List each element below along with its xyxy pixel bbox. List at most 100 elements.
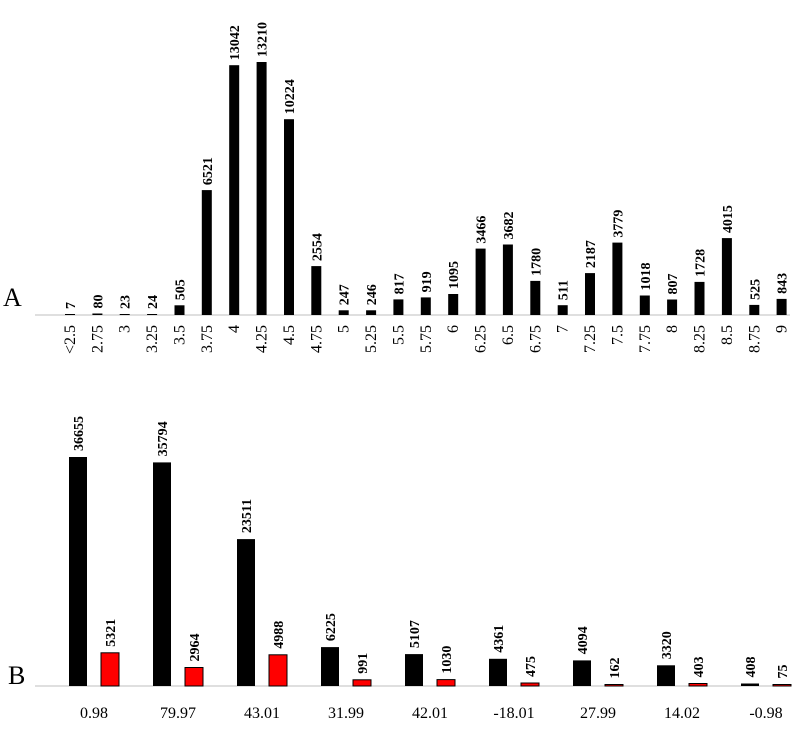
panel-a-tick-label: 8.75 (746, 325, 763, 353)
panel-a-value-label: 505 (174, 279, 189, 300)
panel-a-tick-label: 5.75 (418, 325, 435, 353)
panel-a-tick-label: 4 (226, 325, 243, 333)
panel-a-value-label: 1095 (447, 261, 462, 289)
panel-b-tick-label: -0.98 (749, 705, 782, 722)
panel-b-red-value-label: 403 (692, 657, 707, 678)
panel-a-bar (338, 310, 349, 315)
panel-a-bar (393, 299, 404, 315)
panel-b-red-bar (520, 682, 540, 687)
panel-a-tick-label: 4.5 (281, 325, 298, 345)
panel-b-red-value-label: 75 (776, 665, 791, 679)
panel-b-red-value-label: 475 (524, 656, 539, 677)
panel-a-bar (284, 119, 294, 315)
panel-a-tick-label: 7 (555, 325, 572, 333)
panel-a-value-label: 13042 (228, 25, 243, 60)
panel-a-value-label: 7 (64, 302, 79, 309)
panel-a-bar (174, 305, 185, 315)
panel-b-red-value-label: 5321 (104, 619, 119, 647)
panel-a-value-label: 525 (748, 279, 763, 300)
panel-b-black-bar (321, 647, 339, 686)
panel-b-red-bar (688, 683, 708, 687)
panel-a-value-label: 2554 (310, 233, 325, 261)
panel-a-tick-label: 6.25 (473, 325, 490, 353)
panel-a-bar (420, 297, 431, 315)
panel-a-bar (147, 314, 158, 315)
panel-a-value-label: 24 (146, 295, 161, 309)
panel-b-red-bar (184, 667, 204, 687)
panel-a-value-label: 13210 (256, 22, 271, 57)
panel-a-value-label: 807 (666, 274, 681, 295)
panel-a-bar (749, 304, 760, 315)
panel-b-black-value-label: 3320 (660, 631, 675, 659)
panel-b-black-value-label: 6225 (324, 613, 339, 641)
panel-a-bar (65, 314, 75, 315)
panel-b-black-value-label: 36655 (72, 416, 87, 451)
panel-a-tick-label: 5 (336, 325, 353, 333)
panel-a-bar (639, 295, 650, 315)
panel-b-tick-label: 43.01 (244, 705, 280, 722)
panel-b-tick-label: 79.97 (160, 705, 196, 722)
panel-b-red-bar (268, 654, 288, 687)
panel-a-tick-label: 9 (774, 325, 791, 333)
panel-a-value-label: 80 (91, 295, 106, 309)
panel-b-tick-label: 14.02 (664, 705, 700, 722)
panel-a-value-label: 1018 (639, 263, 654, 291)
panel-b-black-value-label: 4094 (576, 626, 591, 654)
panel-a-value-label: 4015 (721, 205, 736, 233)
panel-a-tick-label: 4.75 (308, 325, 325, 353)
panel-b-black-bar (657, 665, 675, 686)
panel-b-black-bar (405, 654, 423, 686)
panel-a-bar (585, 273, 595, 315)
panel-b-black-value-label: 35794 (156, 421, 171, 456)
panel-b-tick-label: 0.98 (80, 705, 108, 722)
panel-b-letter: B (8, 661, 25, 690)
panel-a-bar (256, 62, 267, 315)
panel-b-red-value-label: 4988 (272, 621, 287, 649)
panel-b-black-bar (573, 660, 591, 686)
panel-b-red-value-label: 162 (608, 658, 623, 679)
panel-b-red-value-label: 991 (356, 653, 371, 674)
panel-a-tick-label: 8.25 (692, 325, 709, 353)
panel-a-value-label: 1728 (694, 249, 709, 277)
panel-b-tick-label: -18.01 (493, 705, 534, 722)
panel-b-tick-label: 42.01 (412, 705, 448, 722)
panel-a-bar (311, 266, 322, 315)
panel-a-value-label: 919 (420, 271, 435, 292)
panel-a-tick-label: 8.5 (719, 325, 736, 345)
panel-a-bar (694, 281, 705, 315)
panel-a-letter: A (3, 283, 22, 312)
panel-b-red-value-label: 2964 (188, 634, 203, 662)
panel-b-black-value-label: 23511 (240, 499, 255, 533)
panel-a-value-label: 817 (392, 273, 407, 294)
panel-a-bar (366, 310, 377, 315)
panel-b-red-bar (604, 684, 624, 687)
panel-b-red-bar (100, 652, 120, 687)
panel-a-tick-label: 3.75 (199, 325, 216, 353)
panel-a-bar (475, 248, 486, 315)
panel-a-tick-label: 6.75 (527, 325, 544, 353)
panel-a-tick-label: 6 (445, 325, 462, 333)
panel-a-tick-label: <2.5 (62, 325, 79, 354)
panel-b-red-bar (772, 684, 792, 687)
panel-b-red-bar (352, 679, 372, 687)
panel-a-value-label: 843 (776, 273, 791, 294)
panel-b-black-bar (69, 457, 87, 686)
panel-a-value-label: 247 (338, 284, 353, 305)
panel-b-tick-label: 27.99 (580, 705, 616, 722)
panel-a-bar (530, 280, 541, 315)
panel-a-bar (776, 298, 787, 315)
panel-a-bar (557, 305, 568, 315)
panel-a-tick-label: 2.75 (89, 325, 106, 353)
panel-b-tick-label: 31.99 (328, 705, 364, 722)
panel-b-black-bar (741, 683, 759, 686)
panel-a-bar (721, 238, 732, 315)
panel-b-red-value-label: 1030 (440, 646, 455, 674)
panel-b-black-value-label: 408 (744, 657, 759, 678)
panel-a-tick-label: 7.75 (637, 325, 654, 353)
panel-a-tick-label: 6.5 (500, 325, 517, 345)
panel-a-tick-label: 5.25 (363, 325, 380, 353)
panel-a-tick-label: 5.5 (390, 325, 407, 345)
panel-a-bar (201, 190, 212, 315)
panel-a-bar (229, 65, 240, 315)
